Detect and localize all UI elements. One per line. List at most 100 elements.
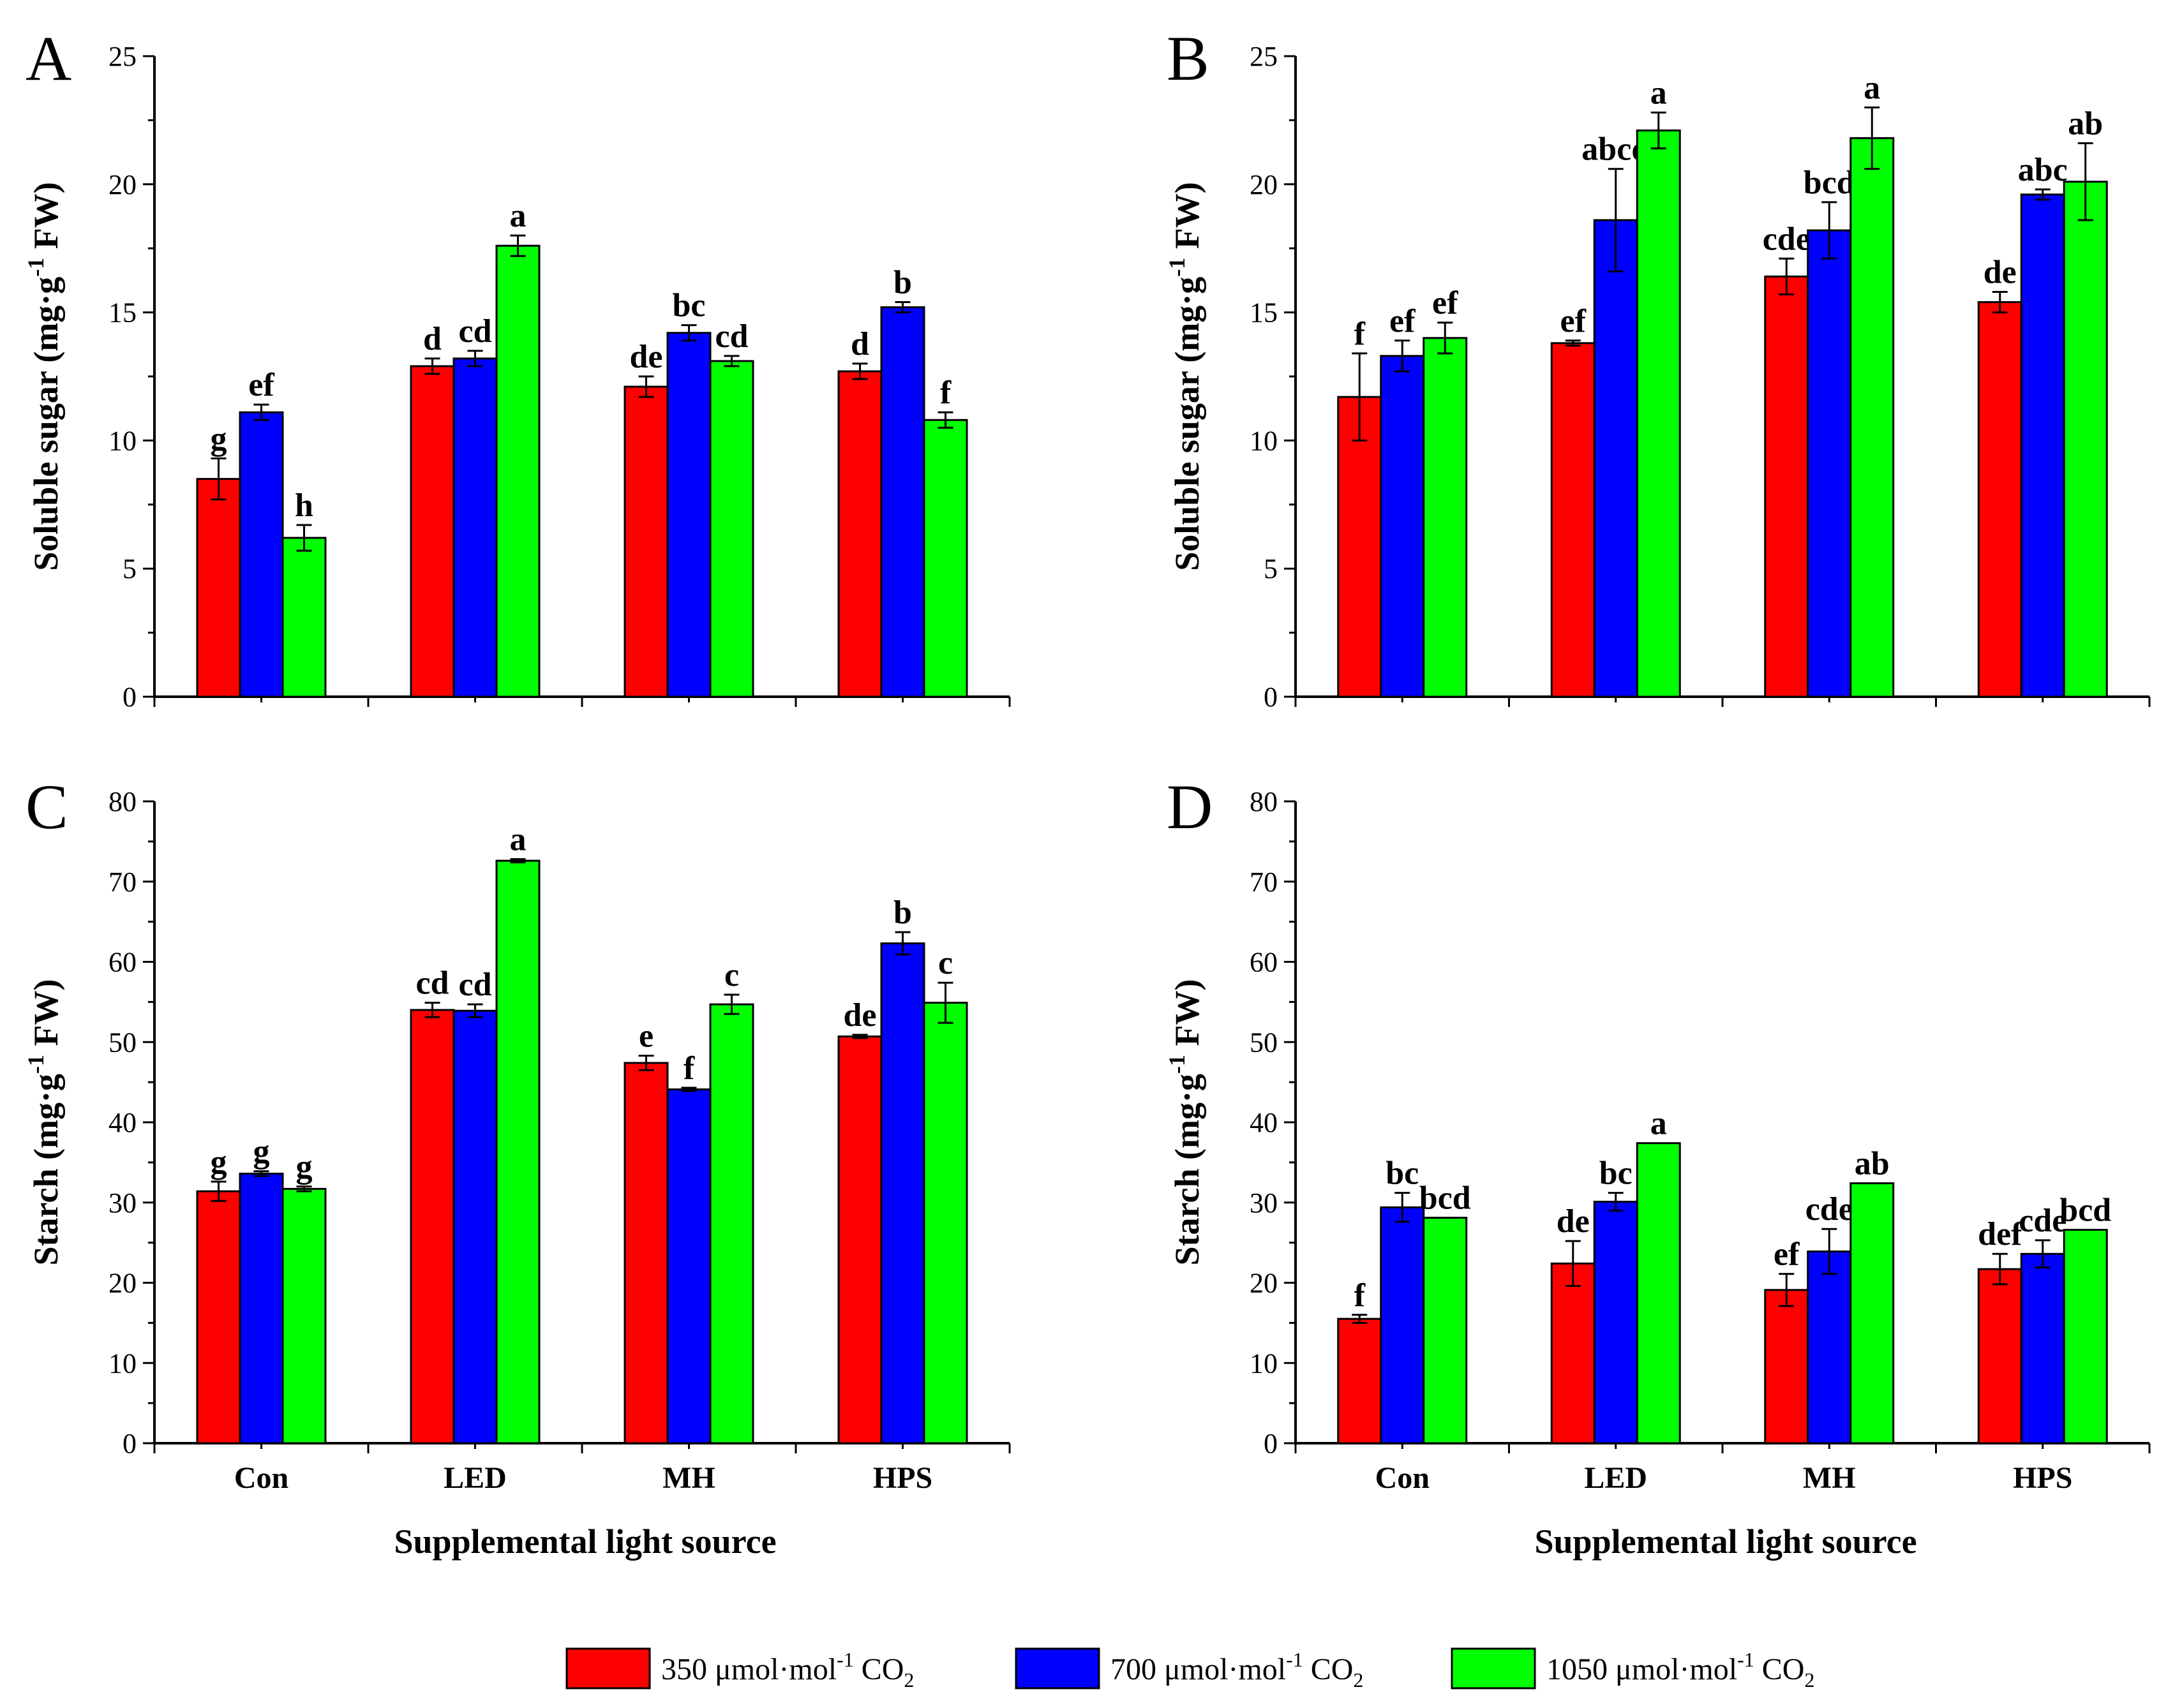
bar-a-led-s3 [495, 244, 541, 698]
y-tick-label: 25 [108, 41, 137, 72]
y-tick-label: 20 [1250, 1268, 1278, 1299]
y-tick-label: 20 [108, 1268, 137, 1299]
y-axis-title: Soluble sugar (mg·g-1 FW) [1164, 182, 1206, 571]
y-tick-label: 20 [108, 169, 137, 200]
y-tick-label: 30 [1250, 1187, 1278, 1219]
y-axis-title: Starch (mg·g-1 FW) [1164, 979, 1206, 1266]
significance-label: b [893, 265, 912, 301]
y-tick-label: 0 [123, 681, 137, 713]
bar-c-con-s3 [281, 1187, 327, 1444]
legend: 350 μmol·mol-1 CO2 700 μmol·mol-1 CO2 1050… [565, 1647, 1814, 1691]
bar-d-led-s3 [1636, 1142, 1681, 1444]
category-label-led: LED [444, 1461, 507, 1495]
significance-label: bc [1386, 1155, 1419, 1192]
significance-label: a [1650, 75, 1667, 111]
significance-label: g [211, 1144, 227, 1180]
y-tick-label: 30 [108, 1187, 137, 1219]
y-tick-label: 0 [123, 1428, 137, 1459]
bar-b-mh-s3 [1849, 137, 1895, 698]
bar-b-led-s1 [1550, 342, 1595, 698]
bar-d-mh-s1 [1764, 1289, 1809, 1444]
significance-label: g [211, 421, 227, 457]
significance-label: ef [1560, 303, 1587, 339]
significance-label: h [295, 487, 313, 524]
y-axis-title: Soluble sugar (mg·g-1 FW) [23, 182, 65, 571]
significance-label: e [639, 1018, 654, 1055]
significance-label: ef [248, 367, 274, 403]
y-tick-label: 60 [108, 947, 137, 978]
y-tick-label: 15 [108, 297, 137, 329]
y-tick-label: 20 [1250, 169, 1278, 200]
bar-b-mh-s1 [1764, 275, 1809, 698]
bar-c-hps-s3 [923, 1002, 968, 1444]
x-axis-title: Supplemental light source [1534, 1522, 1917, 1561]
y-tick-label: 50 [108, 1027, 137, 1058]
bar-c-led-s3 [495, 859, 541, 1444]
significance-label: cde [2019, 1203, 2066, 1239]
bar-b-con-s1 [1337, 396, 1382, 698]
y-tick-label: 10 [1250, 425, 1278, 456]
bar-a-con-s1 [196, 478, 241, 698]
bar-d-con-s3 [1423, 1217, 1468, 1444]
significance-label: cd [715, 318, 749, 355]
significance-label: def [1978, 1216, 2022, 1252]
significance-label: b [893, 895, 912, 931]
y-tick-label: 70 [108, 866, 137, 898]
bar-a-con-s3 [281, 537, 327, 698]
bar-d-hps-s1 [1977, 1268, 2022, 1444]
significance-label: f [1354, 316, 1366, 352]
category-label-mh: MH [1803, 1461, 1856, 1495]
bar-a-mh-s2 [666, 332, 712, 698]
significance-label: de [630, 339, 663, 375]
significance-label: de [844, 997, 877, 1034]
bar-b-led-s2 [1593, 219, 1638, 698]
y-tick-label: 15 [1250, 297, 1278, 329]
bar-d-con-s1 [1337, 1318, 1382, 1444]
significance-label: cd [459, 313, 492, 350]
significance-label: bcd [1419, 1180, 1471, 1217]
panel-D: D 0 10 20 30 40 50 60 70 80 Con LED MH HPS Supplementa… [1164, 771, 2151, 1561]
significance-label: a [1864, 70, 1880, 106]
bar-c-led-s1 [410, 1009, 455, 1444]
bar-d-mh-s3 [1849, 1182, 1895, 1444]
bar-d-mh-s2 [1807, 1250, 1852, 1444]
significance-label: d [423, 321, 442, 357]
y-tick-label: 60 [1250, 947, 1278, 978]
bar-b-mh-s2 [1807, 229, 1852, 698]
y-tick-label: 0 [1264, 681, 1278, 713]
significance-label: bc [673, 288, 706, 324]
significance-label: bc [1599, 1155, 1633, 1192]
bar-c-con-s2 [239, 1172, 284, 1444]
panel-letter: A [26, 23, 71, 94]
category-label-mh: MH [662, 1461, 715, 1495]
significance-label: ab [2068, 106, 2103, 142]
category-label-con: Con [234, 1461, 288, 1495]
y-tick-label: 0 [1264, 1428, 1278, 1459]
category-label-hps: HPS [2013, 1461, 2072, 1495]
y-tick-label: 5 [1264, 553, 1278, 584]
significance-label: f [684, 1050, 695, 1087]
significance-label: g [296, 1149, 313, 1185]
significance-label: f [1354, 1277, 1366, 1314]
significance-label: d [851, 326, 869, 362]
bar-b-hps-s1 [1977, 301, 2022, 698]
bar-c-mh-s2 [666, 1088, 712, 1444]
bar-a-hps-s1 [837, 370, 883, 698]
legend-label-3: 1050 μmol·mol-1 CO2 [1546, 1648, 1814, 1691]
legend-swatch-3 [1451, 1647, 1536, 1689]
bar-b-con-s3 [1423, 337, 1468, 698]
bar-c-hps-s1 [837, 1035, 883, 1444]
y-tick-label: 10 [108, 425, 137, 456]
y-tick-label: 80 [108, 786, 137, 817]
panel-A: A 0 5 10 15 20 25 Soluble sugar (mg·g-1 FW) gef h… [23, 23, 1011, 713]
significance-label: ef [1774, 1236, 1800, 1273]
significance-label: ab [1855, 1146, 1890, 1182]
bar-b-led-s3 [1636, 129, 1681, 698]
panel-letter: D [1167, 771, 1213, 842]
bar-a-mh-s3 [709, 360, 754, 698]
legend-swatch-2 [1015, 1647, 1100, 1689]
y-tick-label: 10 [108, 1348, 137, 1379]
y-axis-title: Starch (mg·g-1 FW) [23, 979, 65, 1266]
significance-label: g [253, 1134, 270, 1170]
